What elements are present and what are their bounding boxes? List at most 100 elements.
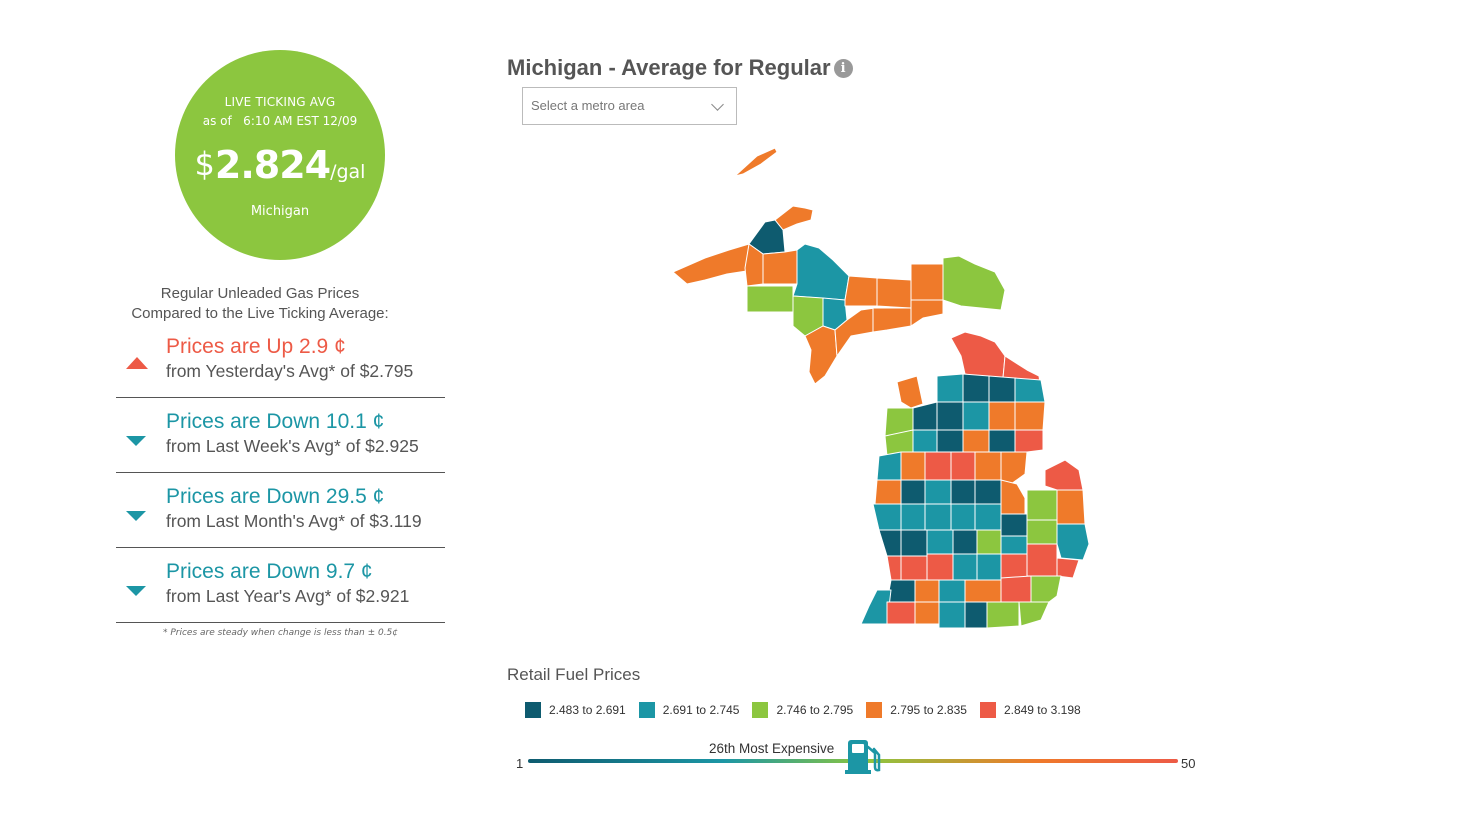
county-montmorency[interactable] bbox=[988, 375, 1016, 403]
county-montcalm[interactable] bbox=[924, 503, 952, 531]
price-value: 2.824 bbox=[214, 143, 331, 187]
county-eaton[interactable] bbox=[952, 553, 978, 581]
county-saginaw-w[interactable] bbox=[974, 503, 1002, 531]
county-jackson[interactable] bbox=[964, 579, 1002, 603]
county-ottawa[interactable] bbox=[878, 529, 902, 557]
county-branch[interactable] bbox=[938, 601, 966, 629]
county-sanilac[interactable] bbox=[1056, 489, 1086, 525]
legend-item: 2.691 to 2.745 bbox=[638, 702, 740, 718]
michigan-map-svg[interactable] bbox=[665, 140, 1105, 640]
county-kalkaska[interactable] bbox=[936, 401, 964, 431]
county-oceana[interactable] bbox=[874, 479, 902, 505]
county-emmet-cheboygan[interactable] bbox=[950, 331, 1006, 379]
county-ontonagon[interactable] bbox=[744, 243, 764, 287]
county-alger[interactable] bbox=[844, 275, 878, 307]
county-clare[interactable] bbox=[950, 451, 976, 481]
county-mecosta[interactable] bbox=[924, 479, 952, 505]
county-mackinac-w[interactable] bbox=[872, 307, 912, 333]
county-hillsdale[interactable] bbox=[964, 601, 988, 629]
county-washtenaw[interactable] bbox=[1000, 575, 1032, 603]
comparison-row-last-year: Prices are Down 9.7 ¢ from Last Year's A… bbox=[116, 556, 445, 623]
county-alcona[interactable] bbox=[1014, 401, 1046, 431]
county-alpena[interactable] bbox=[1014, 377, 1046, 403]
county-livingston[interactable] bbox=[1000, 553, 1028, 579]
county-tuscola[interactable] bbox=[1026, 489, 1058, 521]
county-midland[interactable] bbox=[974, 479, 1002, 505]
arrow-down-icon bbox=[126, 586, 146, 596]
county-calhoun[interactable] bbox=[938, 579, 966, 603]
county-berrien[interactable] bbox=[860, 589, 892, 625]
county-lapeer[interactable] bbox=[1026, 519, 1058, 545]
legend-swatch bbox=[866, 702, 883, 718]
legend-item: 2.483 to 2.691 bbox=[525, 702, 626, 718]
county-isle-royale[interactable] bbox=[734, 147, 778, 177]
county-baraga[interactable] bbox=[762, 249, 798, 285]
county-otsego[interactable] bbox=[962, 373, 990, 403]
metro-area-select[interactable]: Select a metro area bbox=[522, 87, 737, 125]
county-kalamazoo[interactable] bbox=[914, 579, 940, 603]
county-arenac[interactable] bbox=[1000, 451, 1028, 485]
county-menominee[interactable] bbox=[804, 325, 838, 385]
county-gogebic[interactable] bbox=[672, 243, 754, 285]
county-st-clair[interactable] bbox=[1056, 523, 1090, 561]
county-ionia[interactable] bbox=[926, 529, 954, 557]
county-bay[interactable] bbox=[1000, 479, 1026, 515]
state-name: Michigan bbox=[250, 204, 310, 219]
county-mackinac[interactable] bbox=[910, 299, 944, 327]
county-allegan[interactable] bbox=[900, 555, 928, 581]
county-lenawee[interactable] bbox=[986, 601, 1020, 629]
comparison-headline: Prices are Down 29.5 ¢ bbox=[166, 485, 385, 508]
county-newaygo[interactable] bbox=[900, 479, 926, 505]
county-osceola[interactable] bbox=[924, 451, 952, 481]
legend-swatch bbox=[525, 702, 541, 718]
county-gladwin[interactable] bbox=[974, 451, 1002, 481]
county-wayne[interactable] bbox=[1030, 575, 1062, 603]
county-schoolcraft[interactable] bbox=[876, 277, 912, 309]
county-lake[interactable] bbox=[900, 451, 926, 481]
county-iron[interactable] bbox=[746, 285, 794, 313]
county-marquette[interactable] bbox=[792, 243, 850, 301]
comparison-headline: Prices are Down 9.7 ¢ bbox=[166, 560, 373, 583]
rank-label: 26th Most Expensive bbox=[709, 741, 835, 756]
county-crawford[interactable] bbox=[962, 401, 990, 431]
rank-max: 50 bbox=[1181, 756, 1196, 771]
county-montcalm-w[interactable] bbox=[900, 503, 926, 531]
county-oscoda[interactable] bbox=[988, 401, 1016, 431]
comparison-detail: from Last Week's Avg* of $2.925 bbox=[166, 436, 419, 456]
county-monroe[interactable] bbox=[1018, 601, 1050, 627]
info-icon[interactable]: i bbox=[833, 59, 853, 78]
county-mason[interactable] bbox=[876, 451, 902, 481]
county-leelanau[interactable] bbox=[896, 375, 924, 409]
comparison-detail: from Last Month's Avg* of $3.119 bbox=[166, 511, 422, 531]
comparison-title: Regular Unleaded Gas Prices Compared to … bbox=[100, 284, 420, 324]
county-kent[interactable] bbox=[900, 529, 928, 557]
arrow-down-icon bbox=[126, 511, 146, 521]
michigan-county-map[interactable] bbox=[665, 140, 1105, 640]
legend-label: 2.691 to 2.745 bbox=[662, 703, 740, 717]
county-chippewa[interactable] bbox=[942, 255, 1006, 311]
county-huron[interactable] bbox=[1044, 459, 1084, 491]
county-cass[interactable] bbox=[886, 601, 916, 625]
comparison-row-yesterday: Prices are Up 2.9 ¢ from Yesterday's Avg… bbox=[116, 331, 445, 398]
county-saginaw[interactable] bbox=[1000, 513, 1028, 537]
county-ingham[interactable] bbox=[976, 553, 1002, 581]
legend-swatch bbox=[638, 702, 655, 718]
county-shiawassee[interactable] bbox=[976, 529, 1002, 555]
county-barry[interactable] bbox=[926, 553, 954, 581]
county-isabella[interactable] bbox=[950, 479, 976, 505]
county-st-joseph[interactable] bbox=[914, 601, 940, 625]
county-gratiot[interactable] bbox=[950, 503, 976, 531]
legend-swatch bbox=[752, 702, 769, 718]
county-oakland[interactable] bbox=[1026, 543, 1058, 577]
county-charlevoix[interactable] bbox=[936, 373, 964, 403]
live-avg-price: $2.824/gal bbox=[175, 143, 385, 187]
comparison-headline: Prices are Up 2.9 ¢ bbox=[166, 335, 346, 358]
county-macomb[interactable] bbox=[1056, 557, 1080, 579]
county-luce[interactable] bbox=[910, 263, 944, 301]
rank-min: 1 bbox=[516, 756, 524, 771]
county-muskegon[interactable] bbox=[872, 503, 902, 531]
county-allegan-w[interactable] bbox=[886, 555, 902, 581]
county-keweenaw[interactable] bbox=[774, 205, 814, 231]
county-genesee[interactable] bbox=[1000, 535, 1028, 555]
county-clinton[interactable] bbox=[952, 529, 978, 555]
